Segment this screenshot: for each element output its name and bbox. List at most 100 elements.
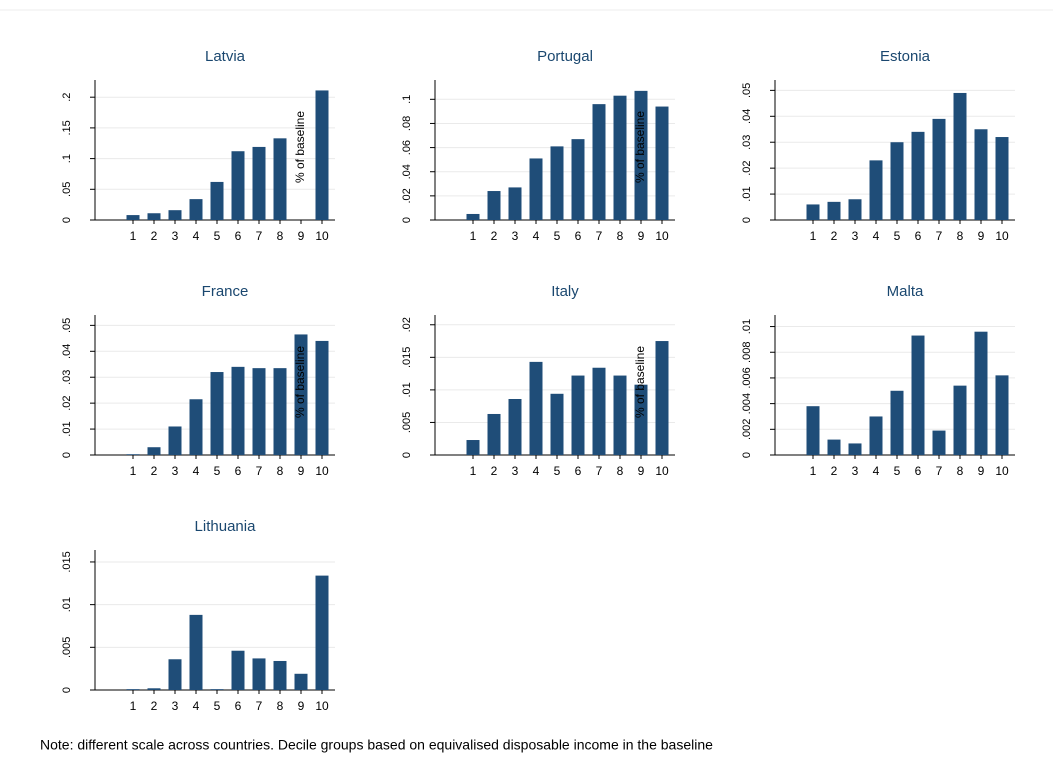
y-tick-label: .05 (61, 318, 73, 333)
y-tick-label: .04 (61, 344, 73, 359)
x-tick-label: 3 (172, 229, 179, 243)
bar (869, 416, 883, 455)
bar (147, 688, 161, 690)
bar (995, 375, 1009, 455)
bar (273, 368, 287, 455)
x-tick-label: 4 (533, 464, 540, 478)
bar (487, 413, 501, 455)
y-axis-label: % of baseline (293, 111, 307, 183)
bar (231, 151, 245, 220)
x-tick-label: 3 (852, 229, 859, 243)
x-tick-label: 7 (596, 229, 603, 243)
bar (210, 689, 224, 690)
y-tick-label: 0 (61, 452, 73, 458)
bar (147, 447, 161, 455)
y-tick-label: .004 (741, 393, 753, 414)
x-tick-label: 3 (172, 464, 179, 478)
y-tick-label: .04 (741, 109, 753, 124)
y-tick-label: .06 (401, 140, 413, 155)
x-tick-label: 7 (256, 229, 263, 243)
bar (315, 575, 329, 690)
x-tick-label: 4 (533, 229, 540, 243)
bar (294, 334, 308, 455)
bar (252, 658, 266, 690)
y-tick-label: .1 (61, 154, 73, 163)
chart-title: Lithuania (195, 518, 257, 535)
chart-title: Estonia (880, 48, 931, 65)
y-tick-label: .02 (741, 160, 753, 175)
y-axis-label: % of baseline (633, 346, 647, 418)
bar (126, 454, 140, 455)
x-tick-label: 6 (235, 464, 242, 478)
x-tick-label: 10 (995, 464, 1009, 478)
y-tick-label: .2 (61, 93, 73, 102)
x-tick-label: 5 (554, 464, 561, 478)
x-tick-label: 10 (655, 229, 669, 243)
bar (294, 673, 308, 690)
bar (911, 131, 925, 220)
x-tick-label: 6 (235, 699, 242, 713)
chart-title: France (202, 283, 249, 300)
x-tick-label: 6 (575, 229, 582, 243)
bar (827, 201, 841, 220)
y-tick-label: .08 (401, 116, 413, 131)
bar (827, 439, 841, 455)
y-tick-label: .006 (741, 367, 753, 388)
x-tick-label: 8 (277, 699, 284, 713)
bar (189, 614, 203, 690)
y-tick-label: .1 (401, 95, 413, 104)
bar (315, 90, 329, 220)
x-tick-label: 10 (995, 229, 1009, 243)
bar (571, 139, 585, 220)
bar (189, 399, 203, 455)
x-tick-label: 10 (315, 464, 329, 478)
x-tick-label: 10 (315, 699, 329, 713)
bar (592, 367, 606, 455)
bar (529, 158, 543, 220)
bar (508, 399, 522, 455)
y-tick-label: .02 (401, 317, 413, 332)
x-tick-label: 9 (638, 229, 645, 243)
bar (634, 384, 648, 455)
bar (252, 146, 266, 220)
x-tick-label: 10 (315, 229, 329, 243)
bar (487, 191, 501, 220)
bar (806, 406, 820, 455)
x-tick-label: 5 (214, 229, 221, 243)
bar (806, 204, 820, 220)
chart-title: Italy (551, 283, 579, 300)
y-tick-label: .015 (61, 551, 73, 572)
y-tick-label: .01 (401, 382, 413, 397)
y-tick-label: .005 (401, 412, 413, 433)
y-tick-label: .01 (61, 597, 73, 612)
x-tick-label: 7 (596, 464, 603, 478)
bar (953, 385, 967, 455)
x-tick-label: 1 (810, 464, 817, 478)
y-tick-label: .005 (61, 637, 73, 658)
x-tick-label: 5 (214, 464, 221, 478)
x-tick-label: 2 (491, 464, 498, 478)
x-tick-label: 9 (298, 699, 305, 713)
y-tick-label: .02 (401, 188, 413, 203)
bar (529, 361, 543, 455)
y-tick-label: 0 (401, 452, 413, 458)
y-tick-label: 0 (61, 687, 73, 693)
x-tick-label: 4 (193, 229, 200, 243)
bar (974, 129, 988, 220)
bar (634, 90, 648, 221)
bar (613, 375, 627, 455)
x-tick-label: 10 (655, 464, 669, 478)
x-tick-label: 3 (852, 464, 859, 478)
y-tick-label: 0 (741, 217, 753, 223)
x-tick-label: 7 (256, 699, 263, 713)
bar (592, 104, 606, 220)
x-tick-label: 6 (915, 464, 922, 478)
x-tick-label: 8 (957, 464, 964, 478)
bar (932, 430, 946, 455)
bar (126, 689, 140, 690)
y-tick-label: .04 (401, 164, 413, 179)
bar (231, 650, 245, 690)
bar (231, 366, 245, 455)
